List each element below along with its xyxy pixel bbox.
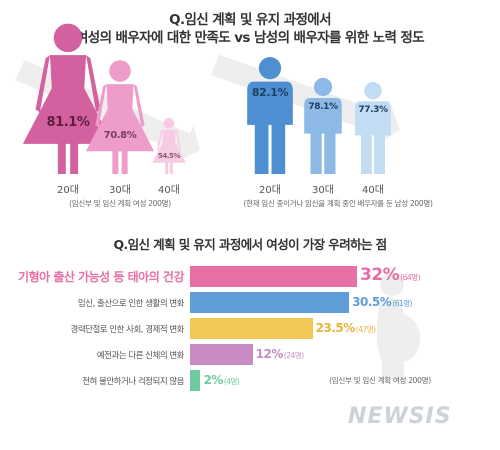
chart-title-line2: 여성의 배우자에 대한 만족도 vs 남성의 배우자를 위한 노력 정도 bbox=[75, 30, 425, 46]
concern-value-pct-1: 32% bbox=[360, 265, 400, 285]
male-age-20s: 20대 bbox=[259, 185, 281, 196]
concern-value-pct-4: 12% bbox=[255, 347, 284, 361]
concern-value-3: 23.5%(47명) bbox=[316, 321, 376, 335]
concern-value-pct-2: 30.5% bbox=[352, 295, 392, 309]
female-sample-note: (임신부 및 임신 계획 여성 200명) bbox=[69, 199, 171, 208]
concern-label-5: 전혀 불안하거나 걱정되지 않음 bbox=[82, 377, 184, 387]
female-figure-1 bbox=[22, 23, 114, 174]
concern-value-count-5: (4명) bbox=[223, 377, 240, 386]
female-figure-2 bbox=[85, 60, 155, 174]
female-20s-value: 81.1% bbox=[46, 115, 90, 131]
male-age-40s: 40대 bbox=[362, 185, 384, 196]
concern-sample-note: (임신부 및 임신 계획 여성 200명) bbox=[329, 376, 431, 385]
male-20s-value: 82.1% bbox=[251, 85, 289, 99]
female-figures bbox=[15, 23, 201, 174]
newsis-watermark: NEWSIS bbox=[348, 404, 452, 429]
concern-bar-3 bbox=[190, 318, 313, 339]
concern-label-3: 경력단절로 인한 사회, 경제적 변화 bbox=[70, 325, 185, 335]
concern-value-1: 32%(64명) bbox=[360, 265, 420, 285]
male-figure-2 bbox=[304, 77, 342, 174]
concern-value-count-3: (47명) bbox=[355, 325, 376, 334]
concern-chart-title: Q.임신 계획 및 유지 과정에서 여성이 가장 우려하는 점 bbox=[113, 237, 387, 252]
concern-bar-2 bbox=[190, 292, 350, 313]
concern-label-2: 임신, 출산으로 인한 생활의 변화 bbox=[77, 299, 185, 309]
male-figure-3 bbox=[355, 81, 391, 174]
female-figure-3 bbox=[152, 118, 186, 174]
concern-value-5: 2%(4명) bbox=[203, 373, 239, 387]
concern-value-2: 30.5%(61명) bbox=[352, 295, 412, 309]
male-30s-value: 78.1% bbox=[308, 102, 338, 112]
female-30s-value: 70.8% bbox=[103, 129, 137, 141]
concern-value-4: 12%(24명) bbox=[255, 347, 305, 361]
pregnant-woman-figure bbox=[376, 272, 421, 380]
female-40s-value: 54.5% bbox=[157, 152, 181, 161]
concern-value-count-4: (24명) bbox=[283, 351, 304, 360]
male-sample-note: (현재 임신 중이거나 임신을 계획 중인 배우자를 둔 남성 200명) bbox=[243, 199, 433, 208]
male-trend-arrow bbox=[211, 54, 400, 144]
concern-bar-1 bbox=[190, 266, 357, 287]
female-age-20s: 20대 bbox=[57, 185, 79, 196]
concern-value-pct-3: 23.5% bbox=[315, 321, 356, 335]
chart-title-line1: Q.임신 계획 및 유지 과정에서 bbox=[169, 12, 331, 28]
female-age-40s: 40대 bbox=[158, 185, 180, 196]
male-figures bbox=[211, 54, 400, 174]
concern-label-1: 기형아 출산 가능성 등 태아의 건강 bbox=[18, 270, 184, 284]
concern-value-count-1: (64명) bbox=[400, 273, 420, 282]
concern-value-count-2: (61명) bbox=[392, 299, 413, 308]
concern-label-4: 예전과는 다른 신체의 변화 bbox=[96, 351, 185, 361]
people-figures bbox=[15, 23, 400, 174]
male-age-30s: 30대 bbox=[312, 185, 334, 196]
concern-value-pct-5: 2% bbox=[203, 373, 223, 387]
female-age-30s: 30대 bbox=[109, 185, 131, 196]
concern-bar-4 bbox=[190, 344, 253, 365]
male-40s-value: 77.3% bbox=[358, 105, 388, 116]
concern-bar-5 bbox=[190, 370, 201, 391]
male-figure-1 bbox=[247, 57, 293, 174]
